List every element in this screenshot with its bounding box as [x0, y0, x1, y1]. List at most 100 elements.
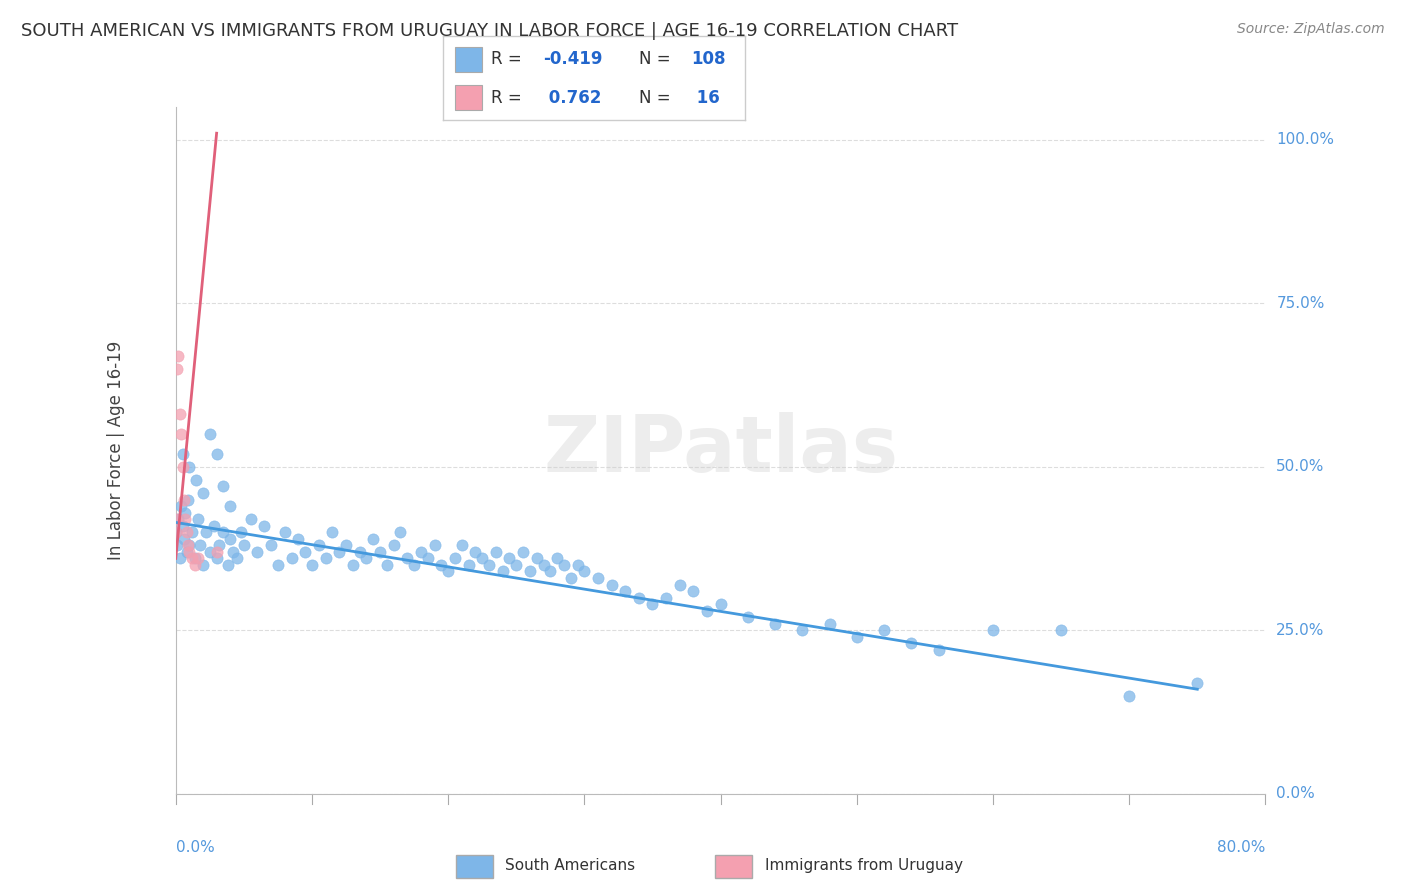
Point — [184, 551, 207, 566]
Point — [205, 545, 228, 559]
Point — [416, 551, 439, 566]
Point — [404, 558, 426, 572]
Point — [356, 551, 378, 566]
Point — [763, 616, 786, 631]
Text: 75.0%: 75.0% — [1277, 296, 1324, 310]
Point — [335, 538, 357, 552]
Point — [280, 551, 302, 566]
Point — [553, 558, 575, 572]
Point — [166, 538, 188, 552]
Point — [253, 518, 276, 533]
Point — [231, 525, 253, 540]
Point — [682, 584, 704, 599]
Point — [170, 427, 193, 442]
Point — [478, 558, 501, 572]
Point — [186, 473, 208, 487]
Point — [464, 545, 486, 559]
Point — [167, 349, 190, 363]
Point — [396, 551, 419, 566]
Point — [172, 447, 194, 461]
Text: 0.762: 0.762 — [543, 88, 600, 106]
FancyBboxPatch shape — [456, 85, 482, 111]
Point — [342, 558, 364, 572]
FancyBboxPatch shape — [456, 46, 482, 72]
Point — [179, 538, 201, 552]
Text: N =: N = — [640, 51, 676, 69]
Text: 50.0%: 50.0% — [1277, 459, 1324, 475]
Text: SOUTH AMERICAN VS IMMIGRANTS FROM URUGUAY IN LABOR FORCE | AGE 16-19 CORRELATION: SOUTH AMERICAN VS IMMIGRANTS FROM URUGUA… — [21, 22, 959, 40]
Point — [560, 571, 582, 585]
Point — [186, 551, 209, 566]
Point — [315, 551, 337, 566]
Point — [219, 532, 242, 546]
Text: 16: 16 — [690, 88, 720, 106]
Point — [567, 558, 589, 572]
Text: ZIPatlas: ZIPatlas — [543, 412, 898, 489]
Point — [222, 545, 245, 559]
Point — [444, 551, 467, 566]
Point — [205, 551, 228, 566]
Point — [546, 551, 568, 566]
Point — [267, 558, 290, 572]
Point — [600, 577, 623, 591]
FancyBboxPatch shape — [456, 855, 492, 878]
Point — [437, 565, 460, 579]
Point — [308, 538, 330, 552]
Point — [873, 624, 896, 638]
Text: R =: R = — [491, 51, 527, 69]
Point — [198, 545, 221, 559]
Point — [1050, 624, 1073, 638]
Point — [614, 584, 637, 599]
Text: 0.0%: 0.0% — [1277, 787, 1315, 801]
Point — [169, 551, 191, 566]
Point — [212, 479, 235, 493]
Text: 80.0%: 80.0% — [1218, 839, 1265, 855]
Point — [184, 558, 207, 572]
Point — [328, 545, 350, 559]
Point — [321, 525, 343, 540]
Point — [485, 545, 508, 559]
Point — [627, 591, 650, 605]
Point — [174, 506, 197, 520]
Text: 108: 108 — [690, 51, 725, 69]
Point — [186, 512, 209, 526]
Point — [208, 538, 231, 552]
Point — [450, 538, 472, 552]
Point — [219, 499, 242, 513]
Point — [471, 551, 494, 566]
Text: In Labor Force | Age 16-19: In Labor Force | Age 16-19 — [107, 341, 125, 560]
Point — [202, 518, 225, 533]
Point — [301, 558, 323, 572]
Point — [179, 459, 201, 474]
Point — [167, 512, 190, 526]
Point — [177, 538, 200, 552]
Point — [457, 558, 479, 572]
Text: N =: N = — [640, 88, 676, 106]
Point — [737, 610, 759, 624]
Point — [423, 538, 446, 552]
Point — [382, 538, 405, 552]
Point — [287, 532, 309, 546]
Point — [981, 624, 1004, 638]
Point — [696, 604, 718, 618]
Point — [792, 624, 814, 638]
Point — [1187, 675, 1209, 690]
Point — [198, 427, 221, 442]
Point — [176, 545, 198, 559]
Point — [170, 499, 193, 513]
Point — [900, 636, 922, 650]
Point — [165, 512, 187, 526]
Text: -0.419: -0.419 — [543, 51, 602, 69]
Point — [260, 538, 283, 552]
Point — [179, 545, 201, 559]
Point — [519, 565, 541, 579]
Point — [239, 512, 262, 526]
Point — [294, 545, 316, 559]
Point — [361, 532, 384, 546]
Text: 0.0%: 0.0% — [176, 839, 215, 855]
Point — [191, 486, 214, 500]
Point — [498, 551, 520, 566]
Point — [181, 525, 204, 540]
Point — [174, 512, 197, 526]
Point — [165, 525, 187, 540]
